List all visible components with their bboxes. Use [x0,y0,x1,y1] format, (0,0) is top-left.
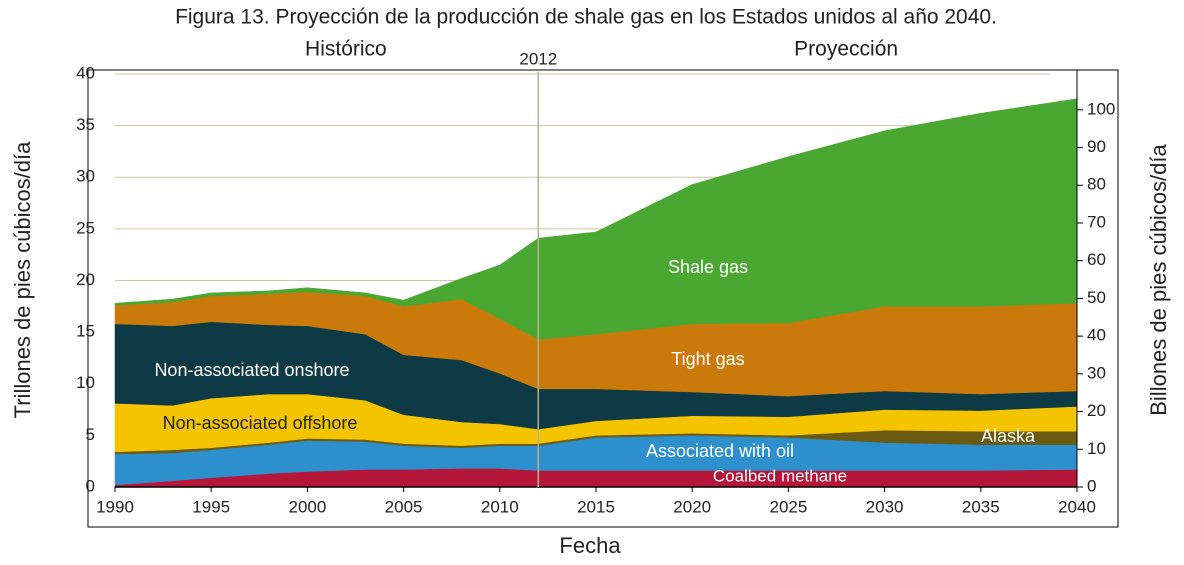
annotation: Histórico [305,38,387,61]
y2-tick-label: 90 [1087,137,1106,156]
area-label: Coalbed methane [713,466,847,485]
annotation: Proyección [794,38,898,61]
chart-frame [87,69,1119,528]
x-axis-label: Fecha [559,533,621,558]
y2-tick-label: 70 [1087,212,1106,231]
x-tick-label: 2010 [481,497,519,516]
x-tick-label: 2015 [577,497,615,516]
y-tick-label: 40 [76,63,95,82]
y-tick-label: 0 [86,476,95,495]
y-tick-label: 25 [76,218,95,237]
area-label: Non-associated offshore [163,413,358,433]
y2-tick-label: 10 [1087,439,1106,458]
x-tick-label: 2000 [288,497,326,516]
y-tick-label: 5 [86,425,95,444]
y-tick-label: 35 [76,115,95,134]
x-tick-label: 2035 [962,497,1000,516]
y2-tick-label: 60 [1087,250,1106,269]
x-tick-label: 2030 [866,497,904,516]
area-label: Shale gas [668,257,748,277]
y2-tick-label: 80 [1087,175,1106,194]
y-tick-label: 20 [76,270,95,289]
y-tick-label: 30 [76,167,95,186]
x-tick-label: 2040 [1058,497,1096,516]
area-label: Alaska [981,426,1036,446]
y2-tick-label: 0 [1087,476,1096,495]
x-tick-label: 2020 [673,497,711,516]
x-tick-label: 2025 [769,497,807,516]
area-label: Non-associated onshore [154,360,349,380]
y2-axis-label: Billones de pies cúbicos/día [1146,143,1171,415]
y2-tick-label: 50 [1087,288,1106,307]
area-label: Associated with oil [646,441,794,461]
y-axis-label: Trillones de pies cúbicos/día [10,141,35,419]
y2-tick-label: 40 [1087,326,1106,345]
y-tick-label: 10 [76,373,95,392]
annotation: 2012 [519,49,557,68]
area-label: Tight gas [671,349,744,369]
chart-title: Figura 13. Proyección de la producción d… [175,6,997,29]
y-tick-label: 15 [76,322,95,341]
x-tick-label: 2005 [385,497,423,516]
y2-tick-label: 20 [1087,401,1106,420]
y2-tick-label: 100 [1087,99,1115,118]
x-tick-label: 1995 [192,497,230,516]
x-tick-label: 1990 [96,497,134,516]
y2-tick-label: 30 [1087,363,1106,382]
